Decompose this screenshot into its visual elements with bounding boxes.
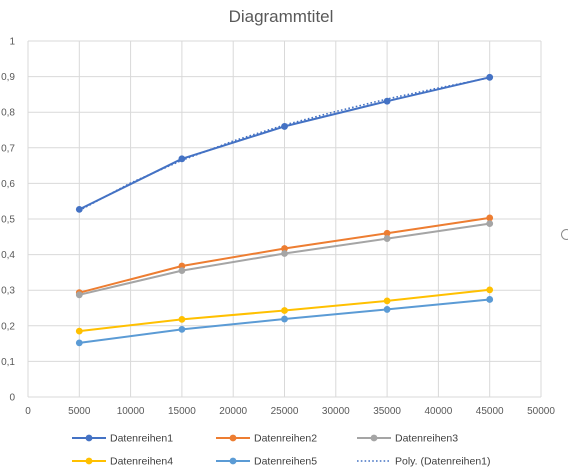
data-point [383,229,391,237]
legend-label: Datenreihen2 [254,433,317,445]
data-point [281,250,288,257]
y-tick-label: 1 [9,37,15,48]
x-tick-label: 45000 [476,406,504,417]
x-tick-label: 0 [25,406,31,417]
data-point [486,286,494,294]
legend-marker [85,434,93,442]
data-point [486,73,494,81]
x-tick-label: 20000 [219,406,247,417]
data-point [75,291,83,299]
legend-item: Datenreihen2 [216,433,317,445]
y-tick-label: 0,3 [1,286,15,297]
series-2 [75,214,494,297]
gridlines [27,40,542,398]
chart-title: Diagrammtitel [229,7,334,26]
y-tick-label: 0,9 [1,72,15,83]
data-point [281,123,288,130]
legend-label: Poly. (Datenreihen1) [395,456,491,468]
data-point [383,297,391,305]
data-point [178,315,186,323]
x-tick-label: 10000 [117,406,145,417]
y-axis-ticks: 0 0,1 0,2 0,3 0,4 0,5 0,6 0,7 0,8 0,9 1 [1,37,15,404]
series-4 [75,286,494,335]
data-point [383,306,391,313]
data-point [383,235,391,242]
series-lines [75,73,494,347]
x-tick-label: 25000 [271,406,299,417]
y-tick-label: 0,4 [1,250,15,261]
x-tick-label: 15000 [168,406,196,417]
legend-marker [229,434,237,442]
data-point [178,155,186,163]
data-point [75,327,83,335]
data-point [281,307,288,314]
series-3 [75,220,494,299]
y-tick-label: 0,2 [1,321,15,332]
data-point [486,296,494,303]
legend-item: Datenreihen3 [357,433,458,445]
legend-item: Datenreihen5 [216,456,317,468]
data-point [281,315,288,323]
data-point [486,214,494,222]
y-tick-label: 0,5 [1,215,15,226]
y-tick-label: 0,6 [1,179,15,190]
legend-label: Datenreihen5 [254,456,317,468]
x-tick-label: 5000 [68,406,91,417]
legend-item: Datenreihen4 [72,456,173,468]
legend-marker [229,457,237,465]
legend-marker [370,434,378,442]
series-1 [75,73,494,213]
y-tick-label: 0,8 [1,108,15,119]
data-point [75,205,83,213]
legend-item: Datenreihen1 [72,433,173,445]
series-5 [75,296,494,347]
data-point [383,97,391,105]
legend-label: Datenreihen4 [110,456,173,468]
data-point [178,325,186,333]
data-point [75,339,83,347]
data-point [178,267,186,275]
y-tick-label: 0,1 [1,357,15,368]
data-point [281,245,288,252]
x-axis-ticks: 0 5000 10000 15000 20000 25000 30000 35000 40000… [25,406,555,417]
legend: Datenreihen1 Datenreihen2 Datenreihen3 Date… [72,433,491,468]
data-point [486,220,494,228]
y-tick-label: 0 [9,393,15,404]
legend-label: Datenreihen3 [395,433,458,445]
legend-label: Datenreihen1 [110,433,173,445]
legend-item: Poly. (Datenreihen1) [357,456,491,468]
x-tick-label: 35000 [373,406,401,417]
y-tick-label: 0,7 [1,143,15,154]
x-tick-label: 50000 [527,406,555,417]
resize-handle-icon[interactable] [561,229,568,240]
x-tick-label: 40000 [424,406,452,417]
legend-marker [85,457,93,465]
x-tick-label: 30000 [322,406,350,417]
